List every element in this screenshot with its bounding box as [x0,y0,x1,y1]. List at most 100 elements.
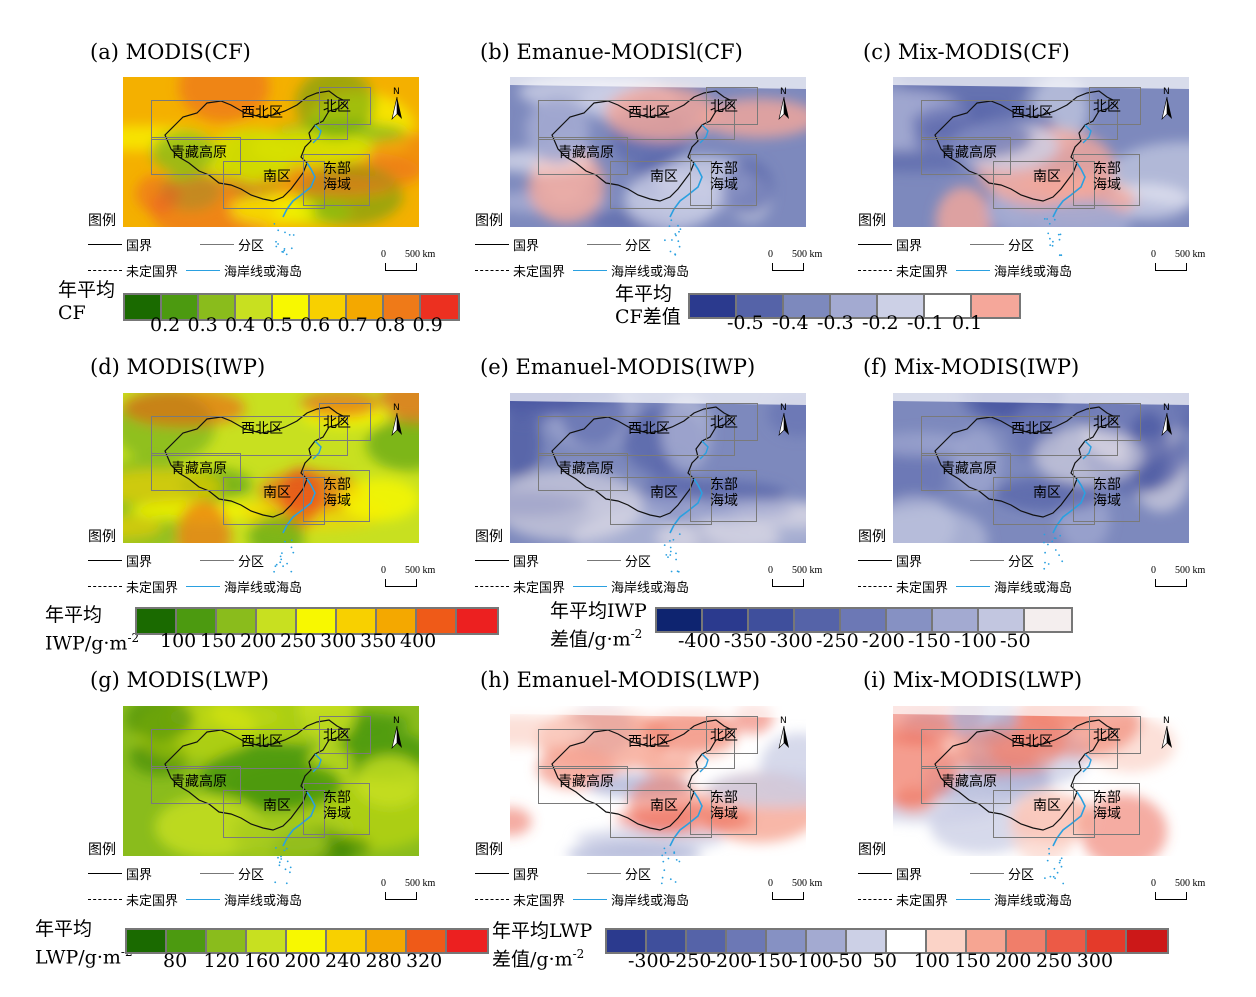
region-label-northwest: 西北区 [241,105,283,121]
region-label-east-sea: 东部 海域 [710,477,738,509]
colorbar-tick-iwp: 200 [240,630,277,652]
colorbar-tick-cf: 0.2 [150,314,181,336]
colorbar-cell [297,609,337,633]
colorbar-tick-iwp_diff: -250 [816,630,859,652]
colorbar-cell [127,930,167,952]
legend-division: 分区 [625,555,652,570]
colorbar-cell [795,609,841,631]
scale-distance: 500 km [1175,249,1206,260]
colorbar-cell [217,609,257,633]
colorbar-cell [337,609,377,633]
region-box-south [223,477,325,525]
legend-coastline: 海岸线或海岛 [994,265,1073,280]
colorbar-title-cf: 年平均 CF [58,279,116,324]
south-sea-islands-icon [1043,846,1065,886]
legend-coastline: 海岸线或海岛 [994,581,1073,596]
region-label-south: 南区 [650,169,678,185]
region-label-south: 南区 [263,485,291,501]
legend-coastline: 海岸线或海岛 [611,894,690,909]
colorbar-tick-lwp: 120 [203,950,240,972]
region-box-south [610,790,712,838]
legend-title: 图例 [475,213,503,229]
colorbar-tick-cf_diff: -0.1 [907,312,944,334]
legend-national-border: 国界 [513,555,540,570]
scale-distance: 500 km [405,565,436,576]
region-box-south [223,790,325,838]
region-label-east-sea: 东部 海域 [323,790,351,822]
region-box-northwest [151,100,348,140]
south-sea-islands-icon [1043,533,1065,573]
colorbar-tick-lwp_diff: 200 [995,950,1032,972]
legend-row-lines: 未定国界 海岸线或海岛 [858,261,1072,280]
colorbar-cell [887,930,927,952]
region-label-north: 北区 [323,415,351,431]
south-sea-islands-icon [660,217,682,257]
colorbar-title-lwp: 年平均 LWP/g·m-2 [35,918,133,969]
south-sea-islands-icon [1043,217,1065,257]
region-box-northwest [921,100,1118,140]
legend-national-border: 国界 [513,868,540,883]
region-box-north [706,716,758,754]
legend-division: 分区 [238,868,265,883]
region-label-south: 南区 [1033,798,1061,814]
region-label-northwest: 西北区 [1011,105,1053,121]
legend-row-borders: 国界 分区 [88,235,264,254]
scale-bar [385,579,417,587]
legend-row-borders: 国界 分区 [858,864,1034,883]
region-box-northwest [921,416,1118,456]
legend-row-lines: 未定国界 海岸线或海岛 [88,890,302,909]
scale-zero: 0 [381,565,386,576]
colorbar-cell [657,609,703,631]
legend-undetermined-border: 未定国界 [126,894,179,909]
legend-national-border: 国界 [126,868,153,883]
legend-division: 分区 [238,555,265,570]
colorbar-tick-iwp_diff: -350 [724,630,767,652]
legend-national-border: 国界 [126,555,153,570]
colorbar-title-iwp_diff: 年平均IWP 差值/g·m-2 [550,600,647,651]
region-label-tibet: 青藏高原 [941,145,997,161]
colorbar-tick-iwp_diff: -50 [1000,630,1031,652]
colorbar-cell [831,295,878,317]
legend-title: 图例 [88,213,116,229]
colorbar-title-cf_diff: 年平均 CF差值 [615,283,681,328]
legend-coastline: 海岸线或海岛 [611,265,690,280]
region-box-east-sea [690,154,757,206]
colorbar-tick-cf: 0.8 [375,314,406,336]
legend-row-lines: 未定国界 海岸线或海岛 [88,577,302,596]
legend-undetermined-border: 未定国界 [513,581,566,596]
north-arrow-icon: N [776,87,792,123]
colorbar-cell [690,295,737,317]
region-box-north [706,87,758,125]
region-label-tibet: 青藏高原 [558,145,614,161]
colorbar-cell [1087,930,1127,952]
region-box-east-sea [303,154,370,206]
colorbar-tick-cf: 0.3 [187,314,218,336]
region-label-tibet: 青藏高原 [941,774,997,790]
colorbar-lwp_diff [605,928,1169,954]
colorbar-cell [687,930,727,952]
region-box-south [610,477,712,525]
legend-row-borders: 国界 分区 [88,551,264,570]
region-box-tibet [151,137,241,175]
legend-row-borders: 国界 分区 [88,864,264,883]
panel-title-g: (g) MODIS(LWP) [90,668,269,692]
legend-national-border: 国界 [896,555,923,570]
colorbar-cell [878,295,925,317]
legend-coastline: 海岸线或海岛 [611,581,690,596]
scale-distance: 500 km [792,878,823,889]
colorbar-tick-iwp_diff: -100 [954,630,997,652]
legend-division: 分区 [238,239,265,254]
region-label-south: 南区 [1033,485,1061,501]
legend-division: 分区 [1008,239,1035,254]
scale-distance: 500 km [405,878,436,889]
legend-title: 图例 [88,842,116,858]
colorbar-cell [925,295,972,317]
north-arrow-icon: N [1159,716,1175,752]
region-label-east-sea: 东部 海域 [710,161,738,193]
legend-row-lines: 未定国界 海岸线或海岛 [858,577,1072,596]
colorbar-cell [807,930,847,952]
colorbar-tick-lwp_diff: -300 [628,950,671,972]
south-sea-islands-icon [273,846,295,886]
region-box-south [993,477,1095,525]
colorbar-tick-lwp_diff: 100 [913,950,950,972]
